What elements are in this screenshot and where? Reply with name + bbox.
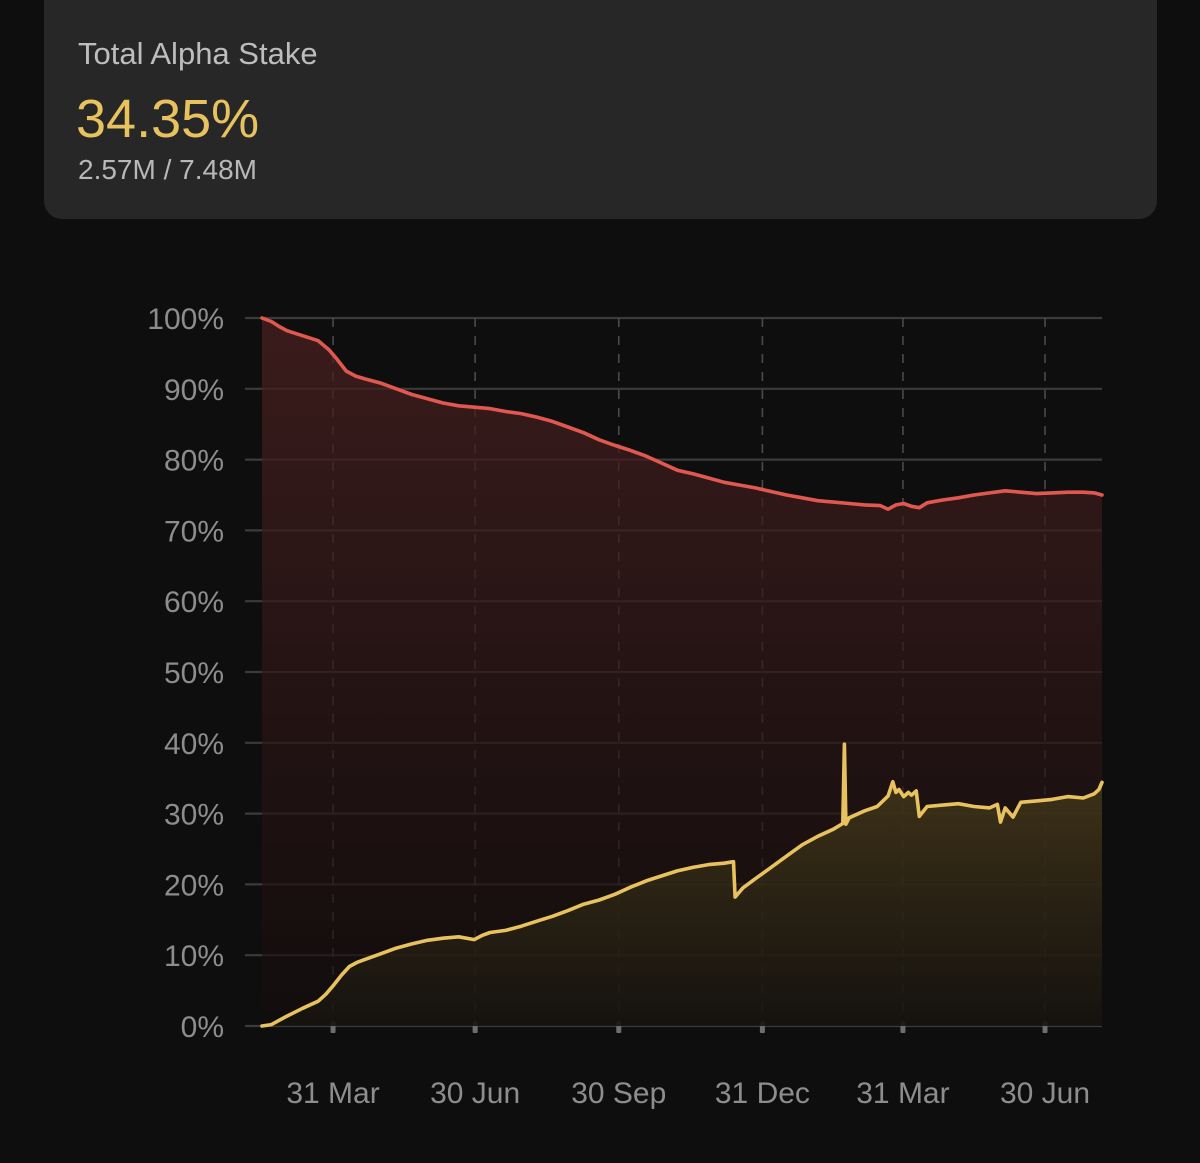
y-tick-label: 20% [164, 869, 224, 902]
summary-card: Total Alpha Stake 34.35% 2.57M / 7.48M [44, 0, 1157, 219]
x-axis: 31 Mar 30 Jun 30 Sep 31 Dec 31 Mar 30 Jun [286, 1077, 1090, 1110]
stake-percentage: 34.35% [76, 89, 260, 149]
y-tick-label: 10% [164, 940, 224, 973]
series-area-1 [262, 744, 1102, 1026]
y-tick-label: 50% [164, 657, 224, 690]
y-tick-label: 40% [164, 728, 224, 761]
series-line-0 [260, 316, 1104, 511]
y-tick-label: 70% [164, 515, 224, 548]
card-title: Total Alpha Stake [78, 36, 318, 71]
y-tick-label: 80% [164, 445, 224, 478]
x-tick-label: 31 Mar [856, 1077, 949, 1110]
stake-amounts: 2.57M / 7.48M [78, 154, 257, 185]
x-tick-label: 31 Mar [286, 1077, 379, 1110]
series-areas [262, 318, 1102, 1026]
x-tick-label: 30 Jun [430, 1077, 520, 1110]
y-tick-label: 60% [164, 586, 224, 619]
y-tick-label: 0% [181, 1011, 224, 1044]
x-tick-label: 31 Dec [715, 1077, 810, 1110]
y-tick-label: 90% [164, 374, 224, 407]
series-lines [260, 316, 1104, 1028]
series-line-1 [260, 742, 1104, 1028]
x-tick-label: 30 Sep [571, 1077, 666, 1110]
y-tick-label: 100% [147, 303, 224, 336]
x-tick-label: 30 Jun [1000, 1077, 1090, 1110]
y-tick-label: 30% [164, 799, 224, 832]
y-axis: 100% 90% 80% 70% 60% 50% 40% 30% 20% 10% 0% [147, 303, 224, 1044]
